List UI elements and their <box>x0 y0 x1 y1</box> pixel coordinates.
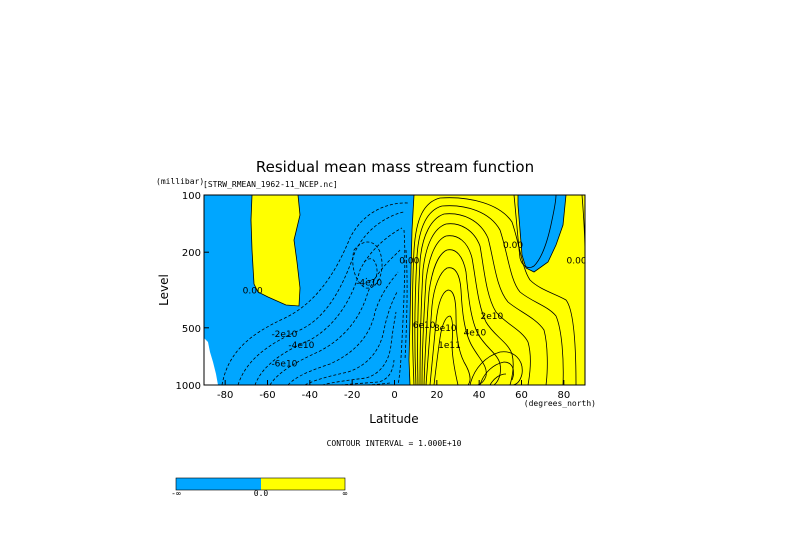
missing-data-antarctic <box>204 338 218 385</box>
x-axis-unit: (degrees_north) <box>524 399 596 408</box>
y-tick-label: 100 <box>182 191 201 202</box>
contour-label: 2e10 <box>481 312 504 322</box>
contour-label: 0.00 <box>399 257 419 267</box>
y-axis: 1000 500 200 100 <box>176 191 209 392</box>
x-tick-label: -80 <box>217 390 233 401</box>
x-tick-label: 60 <box>515 390 528 401</box>
contour-labels: 0.00-4e10-2e10-4e10-6e100.006e102e104e10… <box>243 241 587 370</box>
y-tick-label: 200 <box>182 248 201 259</box>
colorbar-positive <box>261 478 345 490</box>
contour-label: -6e10 <box>271 360 297 370</box>
positive-contours <box>412 195 585 385</box>
contour-label: -2e10 <box>271 330 297 340</box>
x-axis-title: Latitude <box>369 412 418 426</box>
contour-label: -4e10 <box>288 341 314 351</box>
colorbar: -∞ 0.0 ∞ <box>171 477 348 498</box>
colorbar-negative <box>176 478 261 490</box>
colorbar-label-zero: 0.0 <box>254 489 269 498</box>
x-axis: -80 -60 -40 -20 0 20 40 60 80 <box>217 380 570 401</box>
colorbar-label-max: ∞ <box>343 489 348 498</box>
contour-label: 0.00 <box>243 287 263 297</box>
y-tick-label: 1000 <box>176 381 201 392</box>
contour-label: 6e10 <box>413 321 436 331</box>
contour-label: 1e11 <box>438 341 461 351</box>
x-tick-label: 20 <box>430 390 443 401</box>
contour-label: 0.00 <box>503 241 523 251</box>
negative-contours <box>221 202 409 385</box>
y-unit-label: (millibar) <box>156 177 204 186</box>
contour-label: 8e10 <box>434 324 457 334</box>
x-tick-label: -40 <box>302 390 318 401</box>
contour-label: -4e10 <box>356 279 382 289</box>
x-tick-label: -20 <box>344 390 360 401</box>
contour-label: 4e10 <box>464 329 487 339</box>
colorbar-label-min: -∞ <box>171 489 181 498</box>
contour-label: 0.00 <box>567 257 587 267</box>
positive-region-tropics-north <box>409 195 585 385</box>
y-axis-title: Level <box>157 274 171 306</box>
colorbar-frame <box>175 477 346 491</box>
chart-subtitle: [STRW_RMEAN_1962-11_NCEP.nc] <box>203 180 338 189</box>
x-tick-label: 80 <box>557 390 570 401</box>
contour-interval-note: CONTOUR INTERVAL = 1.000E+10 <box>327 439 462 448</box>
zero-contours <box>250 195 567 385</box>
x-tick-label: 0 <box>391 390 397 401</box>
positive-region-southern-strat <box>251 195 300 306</box>
plot-area: 0.00-4e10-2e10-4e10-6e100.006e102e104e10… <box>204 195 587 385</box>
y-tick-label: 500 <box>182 324 201 335</box>
chart-title: Residual mean mass stream function <box>256 158 534 176</box>
x-tick-label: -60 <box>259 390 275 401</box>
x-tick-label: 40 <box>473 390 486 401</box>
